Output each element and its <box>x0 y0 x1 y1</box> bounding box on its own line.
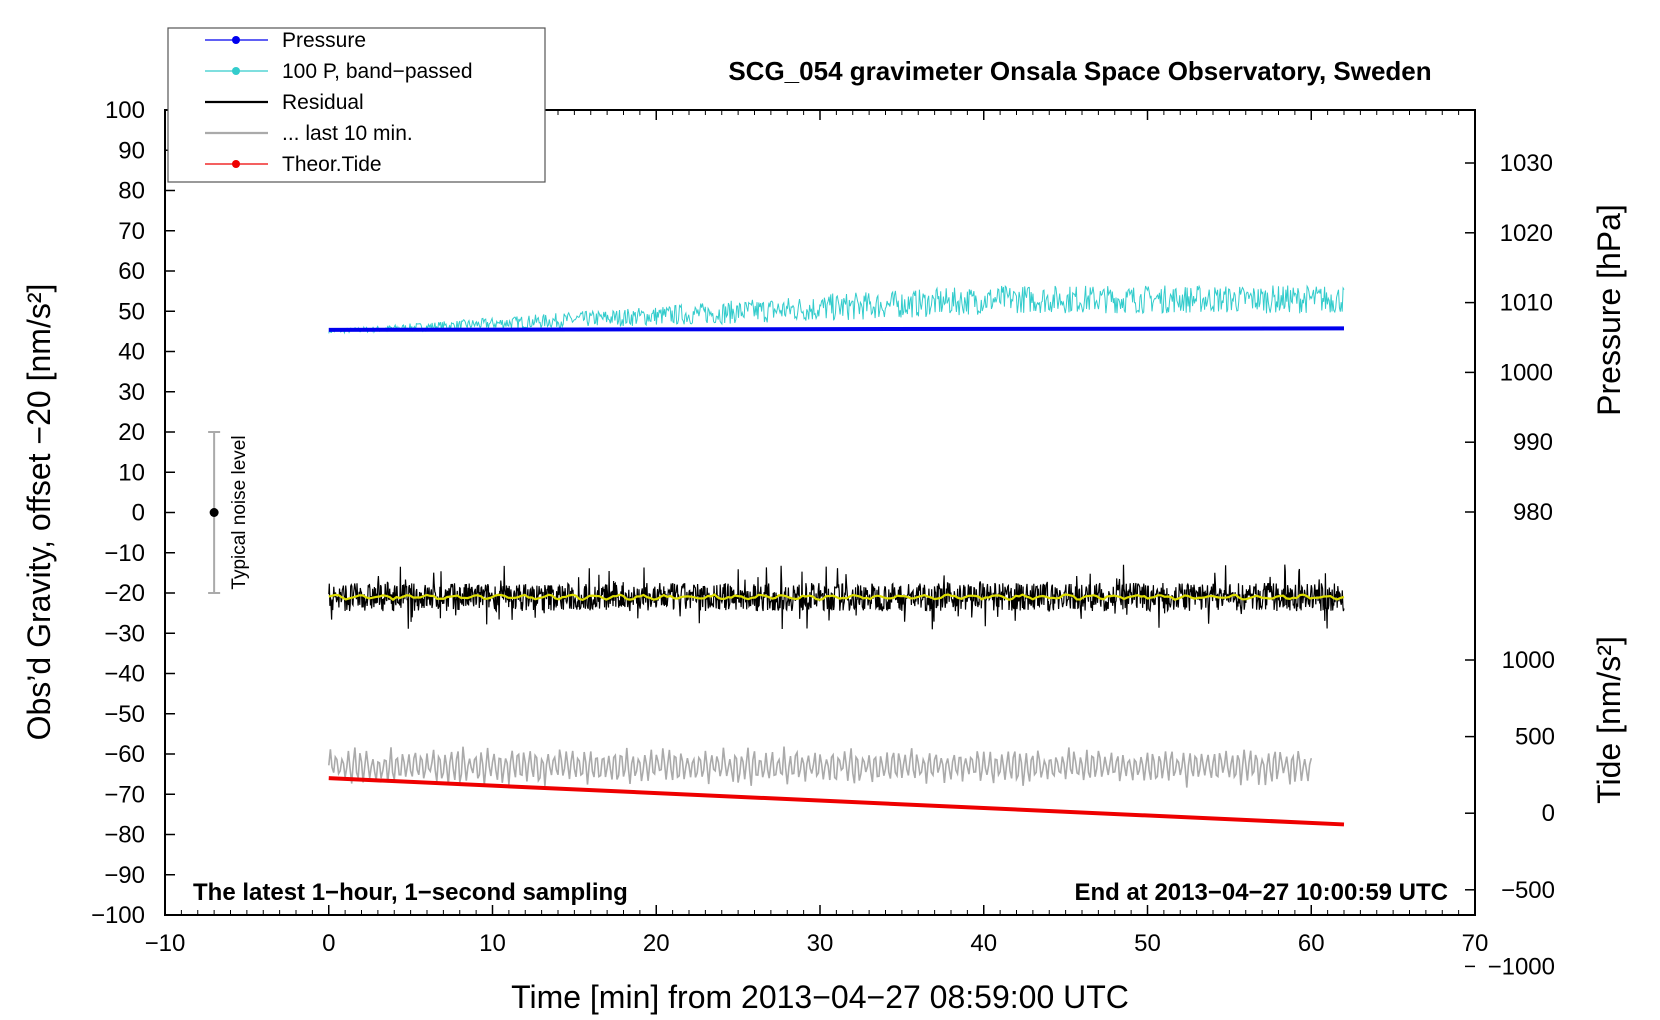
y-axis-title-pressure: Pressure [hPa] <box>1591 204 1627 416</box>
x-tick-label: 30 <box>807 930 834 957</box>
y-tick-label: 100 <box>105 97 145 124</box>
series-layer <box>328 284 1345 827</box>
annotation-end-time: End at 2013−04−27 10:00:59 UTC <box>1074 879 1448 906</box>
legend: Pressure 100 P, band−passed Residual ... la… <box>167 27 546 183</box>
series-residual-smoothed-line <box>328 593 1345 602</box>
x-tick-label: 20 <box>643 930 670 957</box>
pressure-tick-label: 990 <box>1513 429 1553 456</box>
legend-label: 100 P, band−passed <box>282 60 473 83</box>
y-tick-label: 40 <box>118 339 145 366</box>
tick-labels: −10 0 10 20 30 40 50 60 701009080706050403020100… <box>91 97 1555 980</box>
y-tick-label: −90 <box>104 862 145 889</box>
pressure-tick-label: 1030 <box>1500 150 1553 177</box>
noise-level-bar <box>208 431 221 594</box>
x-tick-label: 50 <box>1134 930 1161 957</box>
legend-label: ... last 10 min. <box>282 122 413 145</box>
y-tick-label: −30 <box>104 620 145 647</box>
y-tick-label: 0 <box>132 500 145 527</box>
y-tick-label: −50 <box>104 701 145 728</box>
chart-title: SCG_054 gravimeter Onsala Space Observat… <box>728 56 1431 86</box>
y-tick-label: −80 <box>104 822 145 849</box>
y-tick-label: 80 <box>118 178 145 205</box>
x-axis-title: Time [min] from 2013−04−27 08:59:00 UTC <box>511 979 1129 1015</box>
y-tick-label: −40 <box>104 661 145 688</box>
legend-label: Theor.Tide <box>282 153 382 176</box>
x-tick-label: 10 <box>479 930 506 957</box>
pressure-tick-label: 980 <box>1513 499 1553 526</box>
y-tick-label: −60 <box>104 741 145 768</box>
series-tide-line <box>328 776 1345 827</box>
series-pressure-line <box>328 326 1345 332</box>
y-tick-label: 70 <box>118 218 145 245</box>
series-bandpassed-line <box>328 284 1345 335</box>
legend-marker <box>232 160 240 168</box>
legend-marker <box>232 67 240 75</box>
pressure-tick-label: 1020 <box>1500 220 1553 247</box>
tide-tick-label: −1000 <box>1488 953 1555 980</box>
y-tick-label: −70 <box>104 781 145 808</box>
y-tick-label: −10 <box>104 540 145 567</box>
tick-marks <box>164 109 1476 968</box>
x-tick-label: 70 <box>1462 930 1489 957</box>
y-tick-label: 90 <box>118 137 145 164</box>
series-residual-line <box>328 564 1345 630</box>
noise-level-label: Typical noise level <box>229 435 250 589</box>
y-tick-label: −100 <box>91 902 145 929</box>
y-axis-title-left: Obs’d Gravity, offset −20 [nm/s²] <box>21 284 57 741</box>
tide-tick-label: −500 <box>1501 877 1555 904</box>
y-tick-label: 60 <box>118 258 145 285</box>
legend-marker <box>232 36 240 44</box>
tide-tick-label: 0 <box>1542 800 1555 827</box>
x-tick-label: 0 <box>322 930 335 957</box>
noise-bar-dot <box>209 508 219 517</box>
plot-frame <box>164 109 1476 916</box>
legend-label: Pressure <box>282 29 366 52</box>
y-axis-title-tide: Tide [nm/s²] <box>1591 636 1627 804</box>
tide-tick-label: 500 <box>1515 724 1555 751</box>
x-tick-label: 60 <box>1298 930 1325 957</box>
y-tick-label: 10 <box>118 459 145 486</box>
y-tick-label: −20 <box>104 580 145 607</box>
legend-box <box>167 27 546 183</box>
tide-tick-label: 1000 <box>1502 647 1555 674</box>
pressure-tick-label: 1010 <box>1500 290 1553 317</box>
x-tick-label: −10 <box>145 930 186 957</box>
y-tick-label: 50 <box>118 298 145 325</box>
y-tick-label: 20 <box>118 419 145 446</box>
pressure-tick-label: 1000 <box>1500 359 1553 386</box>
x-tick-label: 40 <box>970 930 997 957</box>
legend-label: Residual <box>282 91 364 114</box>
y-tick-label: 30 <box>118 379 145 406</box>
annotation-sampling: The latest 1−hour, 1−second sampling <box>193 879 628 906</box>
series-last10min-line <box>328 746 1313 788</box>
